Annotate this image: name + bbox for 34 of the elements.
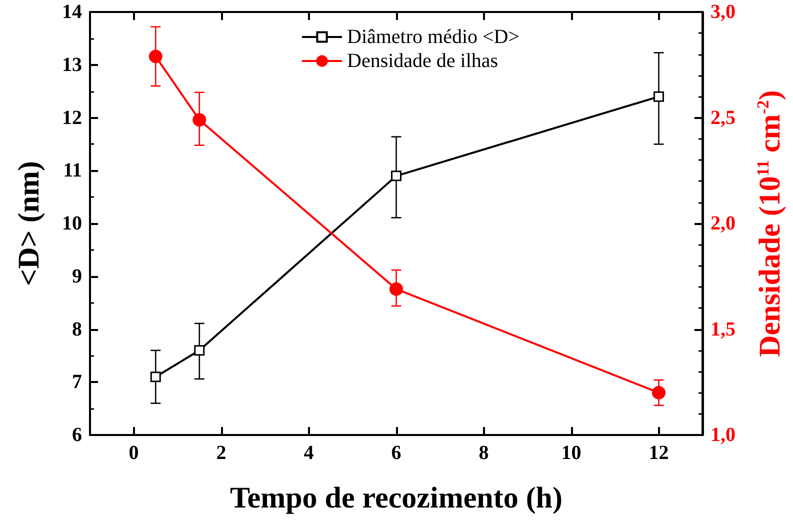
point [194, 345, 205, 356]
point [148, 50, 162, 64]
x-tick-label: 8 [478, 442, 489, 464]
y-tick-label: 9 [72, 265, 82, 288]
y-tick-label: 11 [63, 160, 82, 182]
point [652, 386, 666, 400]
point [391, 170, 402, 182]
legend-label: Diâmetro médio <D> [347, 26, 520, 48]
point [150, 372, 161, 382]
y2-tick-label: 3,0 [710, 1, 736, 23]
point [654, 91, 664, 102]
x-tick-label: 6 [391, 442, 402, 464]
y2-tick-label: 1,5 [710, 318, 736, 340]
point [192, 113, 206, 127]
x-tick-label: 0 [128, 442, 139, 464]
y-tick-label: 8 [72, 318, 82, 340]
y-axis-title: <D> (nm) [12, 160, 46, 286]
x-axis-title: Tempo de recozimento (h) [230, 482, 562, 514]
y2-tick-label: 2,0 [710, 212, 736, 234]
y-tick-label: 7 [72, 371, 82, 394]
x-tick-label: 2 [216, 442, 226, 464]
y2-axis-title: Densidade (1011 cm-2) [754, 90, 786, 357]
y2-tick-label: 1,0 [710, 424, 736, 446]
y2-tick-label: 2,5 [710, 106, 736, 129]
y-tick-label: 10 [62, 212, 82, 234]
y-tick-label: 14 [62, 1, 82, 23]
y-tick-label: 6 [72, 424, 82, 446]
x-tick-label: 10 [561, 442, 582, 464]
y-tick-label: 13 [62, 54, 82, 76]
x-tick-label: 4 [304, 442, 314, 464]
y-tick-label: 12 [62, 106, 82, 129]
point [390, 282, 403, 296]
legend-label: Densidade de ilhas [347, 50, 498, 72]
x-tick-label: 12 [648, 442, 669, 464]
